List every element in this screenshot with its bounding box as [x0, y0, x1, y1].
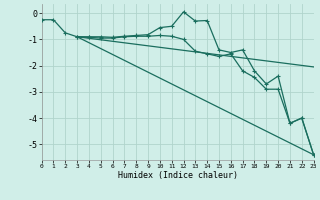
- X-axis label: Humidex (Indice chaleur): Humidex (Indice chaleur): [118, 171, 237, 180]
